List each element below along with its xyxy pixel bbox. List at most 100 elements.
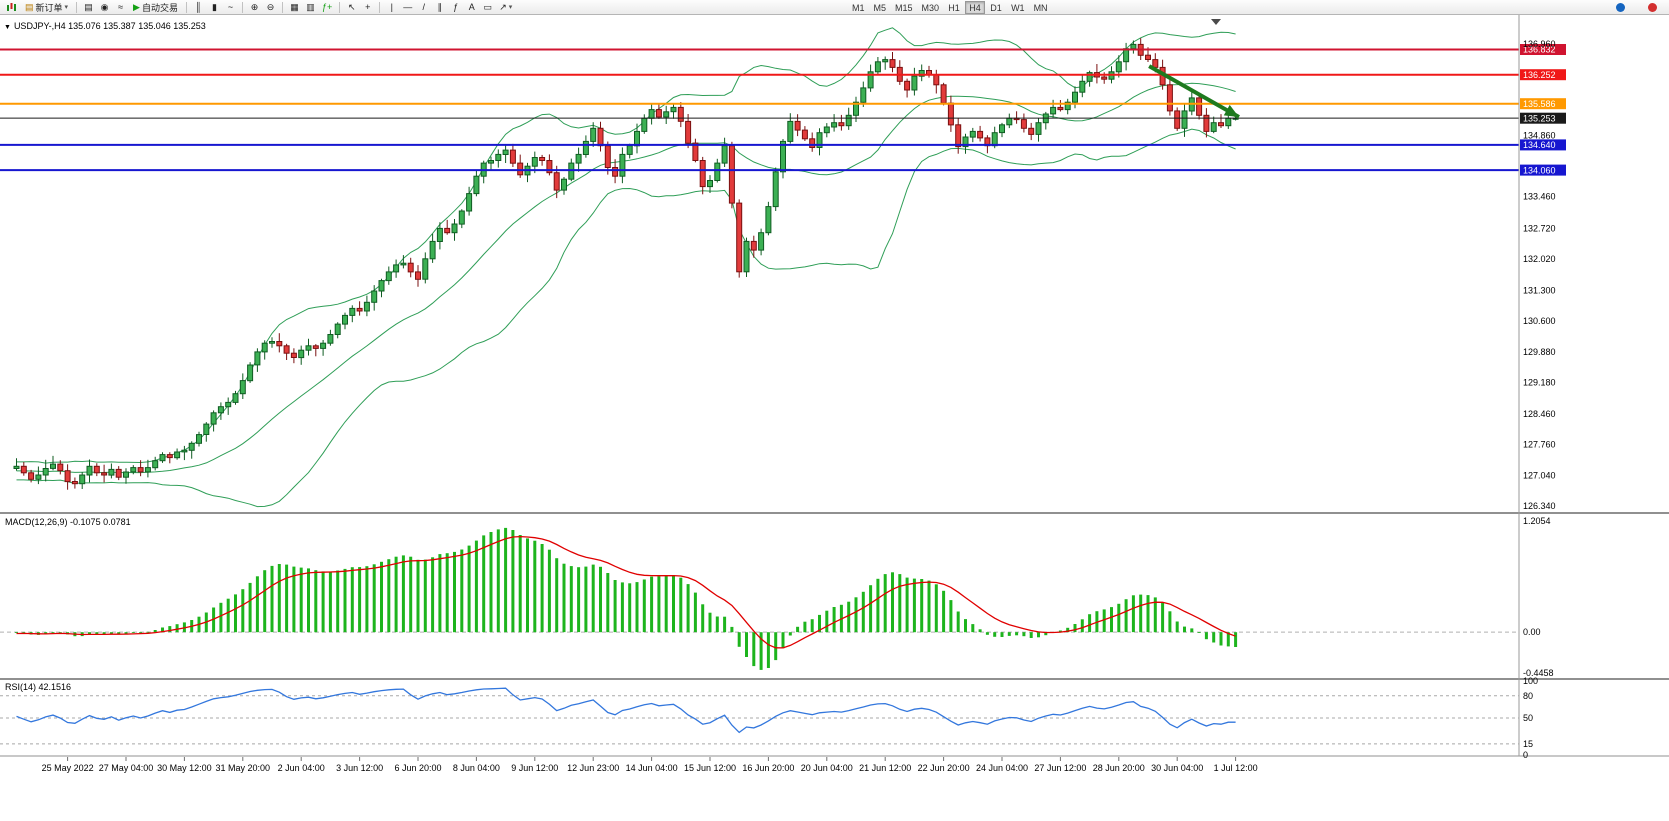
macd-bar [1029, 632, 1033, 638]
candle-body [780, 140, 786, 173]
timeframe-m5-button[interactable]: M5 [870, 1, 891, 14]
vertical-line-button[interactable]: | [384, 1, 399, 14]
signals-button[interactable]: ≈ [113, 1, 128, 14]
candle-body [276, 341, 283, 347]
price-badge-134.060[interactable] [1520, 164, 1566, 176]
market-depth-button[interactable]: ▤ [81, 1, 96, 14]
candle-body [517, 162, 524, 176]
candle-body [721, 145, 728, 164]
price-badge-135.253[interactable] [1520, 112, 1566, 124]
zoom-in-button[interactable]: ⊕ [247, 1, 262, 14]
macd-bar [693, 592, 697, 633]
macd-bar [898, 574, 902, 633]
price-axis[interactable]: 136.960 134.860 133.460 132.720 132.020 131.3… [1523, 39, 1556, 511]
macd-bar [445, 553, 449, 633]
macd-bar [942, 590, 946, 633]
candle-body [933, 74, 940, 86]
candle-body [918, 70, 925, 77]
candle-body [152, 460, 159, 469]
timeframe-m15-button[interactable]: M15 [891, 1, 917, 14]
candle-body [509, 149, 516, 164]
candle-body [181, 449, 188, 453]
macd-bar [971, 624, 975, 633]
macd-bar [365, 566, 369, 633]
price-badge-136.832[interactable] [1520, 44, 1566, 55]
text-tool-button[interactable]: A [464, 1, 479, 14]
chart-window-icon[interactable] [3, 1, 20, 14]
timeframe-h4-button[interactable]: H4 [965, 1, 986, 14]
macd-bar [606, 573, 610, 633]
line-chart-button[interactable]: ~ [223, 1, 238, 14]
candlestick-chart-button[interactable]: ▮ [207, 1, 222, 14]
timeframe-h1-button[interactable]: H1 [944, 1, 964, 14]
macd-bar [1153, 597, 1157, 633]
candle-body [1072, 91, 1078, 103]
timeframe-d1-button[interactable]: D1 [986, 1, 1006, 14]
notifications-icon[interactable] [1648, 3, 1657, 12]
shapes-button[interactable]: ↗ ▾ [496, 1, 515, 14]
new-order-button[interactable]: ▤ 新订单 ▾ [21, 1, 72, 14]
fibonacci-button[interactable]: ƒ [448, 1, 463, 14]
community-icon[interactable] [1616, 3, 1625, 12]
macd-bar [270, 565, 274, 633]
timeframe-m30-button[interactable]: M30 [918, 1, 944, 14]
zoom-out-button[interactable]: ⊖ [263, 1, 278, 14]
autotrading-button[interactable]: ▶ 自动交易 [129, 1, 182, 14]
timeframe-w1-button[interactable]: W1 [1007, 1, 1029, 14]
candle-body [385, 271, 392, 282]
tile-windows-button[interactable]: ▦ [287, 1, 302, 14]
candle-body [590, 127, 597, 142]
cursor-button[interactable]: ↖ [344, 1, 359, 14]
bar-chart-button[interactable]: ║ [191, 1, 206, 14]
timeframe-mn-button[interactable]: MN [1030, 1, 1052, 14]
timeframe-m1-button[interactable]: M1 [848, 1, 869, 14]
macd-bar [949, 600, 953, 633]
price-badge-134.640[interactable] [1520, 139, 1566, 151]
label-tool-button[interactable]: ▭ [480, 1, 495, 14]
channel-button[interactable]: ∥ [432, 1, 447, 14]
candle-body [1152, 59, 1159, 68]
macd-bar [153, 630, 157, 633]
trend-arrow[interactable] [1148, 64, 1242, 122]
toolbar-separator [339, 1, 341, 13]
macd-bar [511, 530, 515, 633]
candle-body [312, 345, 319, 349]
indicators-button[interactable]: ƒ+ [319, 1, 335, 14]
chart-shift-marker[interactable] [1211, 19, 1221, 25]
macd-bar [920, 579, 924, 633]
price-badge-label: 136.832 [1523, 45, 1556, 55]
macd-bar [620, 582, 624, 633]
panel-separator[interactable] [0, 512, 1669, 514]
macd-bar [489, 532, 493, 633]
macd-bar [1007, 632, 1011, 636]
contacts-icon: ◉ [100, 1, 109, 12]
contacts-button[interactable]: ◉ [97, 1, 112, 14]
price-badge-135.586[interactable] [1520, 98, 1566, 110]
horizontal-line-button[interactable]: — [400, 1, 415, 14]
price-badge-136.252[interactable] [1520, 69, 1566, 81]
macd-bar [22, 632, 26, 633]
panel-separator[interactable] [0, 678, 1669, 680]
candle-body [582, 140, 589, 156]
time-axis-label: 14 Jun 04:00 [626, 763, 678, 773]
candle-body [874, 61, 881, 73]
macd-bar [1146, 595, 1150, 633]
time-axis[interactable]: 25 May 2022 27 May 04:00 30 May 12:00 31 Ma… [42, 757, 1258, 773]
candle-body [20, 465, 27, 474]
time-axis-label: 28 Jun 20:00 [1093, 763, 1145, 773]
crosshair-button[interactable]: + [360, 1, 375, 14]
candle-body [1057, 106, 1064, 111]
macd-bar [869, 585, 873, 633]
macd-bar [409, 556, 413, 633]
cascade-windows-button[interactable]: ▥ [303, 1, 318, 14]
candle-body [488, 160, 494, 164]
trendline-button[interactable]: / [416, 1, 431, 14]
candle-body [772, 171, 779, 208]
symbol-marker-icon[interactable]: ▼ [4, 24, 11, 31]
chart-canvas[interactable]: 136.832 136.252 135.586 135.253 134.640 134.0… [0, 15, 1669, 821]
macd-bar [109, 632, 113, 634]
time-axis-label: 3 Jun 12:00 [336, 763, 383, 773]
macd-bar [394, 556, 398, 633]
time-axis-label: 12 Jun 23:00 [567, 763, 619, 773]
